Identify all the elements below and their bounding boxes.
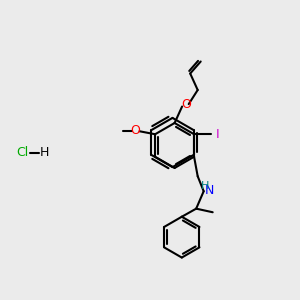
Text: I: I: [215, 128, 219, 141]
Text: O: O: [181, 98, 190, 112]
Text: H: H: [40, 146, 49, 160]
Text: N: N: [204, 184, 214, 197]
Text: Cl: Cl: [16, 146, 28, 160]
Text: O: O: [131, 124, 141, 137]
Text: H: H: [200, 181, 209, 191]
